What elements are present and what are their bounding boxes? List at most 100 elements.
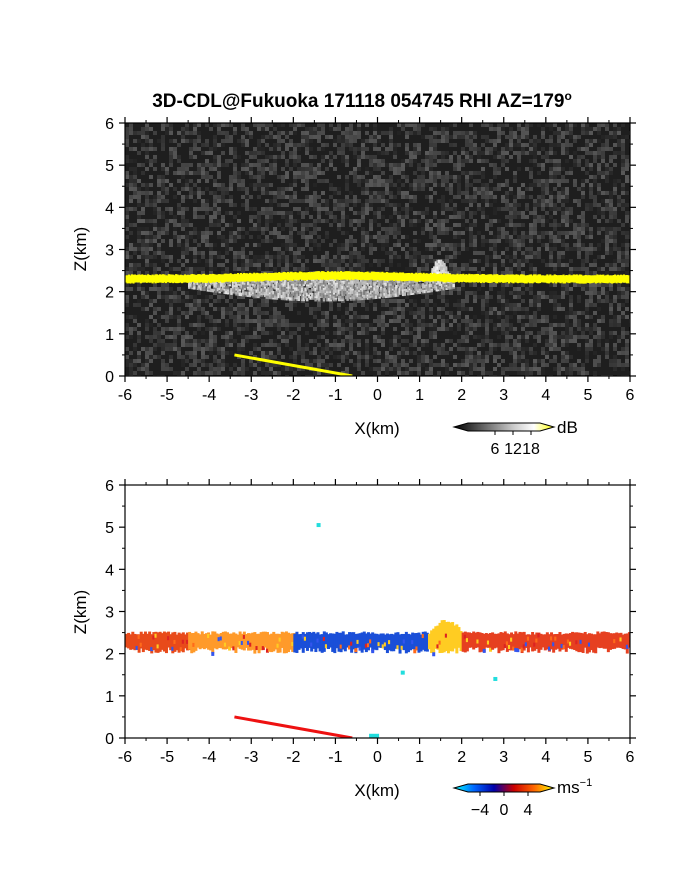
intensity-noise-cell [289,247,293,251]
intensity-noise-cell [265,255,269,259]
intensity-cloud-cell [225,290,228,295]
intensity-noise-cell [397,179,401,183]
intensity-noise-cell [433,183,437,187]
intensity-noise-cell [509,323,513,327]
intensity-noise-cell [141,219,145,223]
intensity-noise-cell [433,323,437,327]
intensity-noise-cell [177,207,181,211]
intensity-noise-cell [509,139,513,143]
intensity-noise-cell [565,283,569,287]
intensity-cloud-cell [262,281,265,286]
intensity-noise-cell [261,147,265,151]
intensity-noise-cell [553,299,557,303]
intensity-noise-cell [321,259,325,263]
intensity-noise-cell [425,303,429,307]
intensity-noise-cell [513,311,517,315]
intensity-noise-cell [513,203,517,207]
intensity-noise-cell [145,367,149,371]
intensity-noise-cell [225,363,229,367]
intensity-noise-cell [257,263,261,267]
intensity-noise-cell [213,367,217,371]
intensity-noise-cell [481,359,485,363]
intensity-noise-cell [129,159,133,163]
intensity-noise-cell [469,215,473,219]
intensity-noise-cell [521,299,525,303]
intensity-noise-cell [345,351,349,355]
intensity-noise-cell [517,303,521,307]
intensity-noise-cell [365,179,369,183]
intensity-noise-cell [361,259,365,263]
intensity-noise-cell [537,307,541,311]
intensity-noise-cell [377,151,381,155]
intensity-noise-cell [189,147,193,151]
intensity-noise-cell [549,223,553,227]
intensity-noise-cell [577,367,581,371]
intensity-cloud-cell [273,279,277,283]
intensity-noise-cell [417,219,421,223]
intensity-noise-cell [601,135,605,139]
intensity-noise-cell [301,323,305,327]
intensity-noise-cell [209,303,213,307]
intensity-noise-cell [293,351,297,355]
intensity-noise-cell [325,263,329,267]
intensity-noise-cell [477,207,481,211]
intensity-noise-cell [349,331,353,335]
intensity-noise-cell [369,299,373,303]
intensity-noise-cell [381,199,385,203]
intensity-noise-cell [237,155,241,159]
intensity-noise-cell [269,183,273,187]
intensity-noise-cell [397,239,401,243]
intensity-noise-cell [557,323,561,327]
intensity-noise-cell [445,299,449,303]
intensity-noise-cell [225,139,229,143]
intensity-noise-cell [469,259,473,263]
intensity-cloud-cell [279,286,282,290]
intensity-noise-cell [305,347,309,351]
intensity-noise-cell [541,167,545,171]
intensity-noise-cell [493,219,497,223]
intensity-cloud-cell [282,283,285,287]
intensity-noise-cell [257,319,261,323]
intensity-noise-cell [485,151,489,155]
intensity-noise-cell [133,327,137,331]
intensity-noise-cell [305,195,309,199]
intensity-noise-cell [525,371,529,375]
intensity-noise-cell [405,347,409,351]
intensity-noise-cell [553,203,557,207]
intensity-noise-cell [433,259,437,263]
intensity-noise-cell [129,247,133,251]
intensity-noise-cell [397,131,401,135]
intensity-noise-cell [221,163,225,167]
intensity-noise-cell [133,303,137,307]
intensity-noise-cell [613,187,617,191]
intensity-noise-cell [301,143,305,147]
intensity-noise-cell [125,247,129,251]
intensity-noise-cell [269,363,273,367]
intensity-noise-cell [525,323,529,327]
intensity-noise-cell [613,135,617,139]
intensity-noise-cell [133,187,137,191]
intensity-noise-cell [617,335,621,339]
intensity-noise-cell [337,323,341,327]
intensity-noise-cell [249,167,253,171]
intensity-noise-cell [613,123,617,127]
intensity-noise-cell [597,227,601,231]
intensity-noise-cell [605,219,609,223]
intensity-noise-cell [449,123,453,127]
intensity-noise-cell [381,207,385,211]
intensity-noise-cell [457,367,461,371]
intensity-noise-cell [601,287,605,291]
intensity-noise-cell [397,143,401,147]
intensity-noise-cell [197,135,201,139]
intensity-noise-cell [405,135,409,139]
intensity-noise-cell [245,151,249,155]
intensity-noise-cell [457,291,461,295]
intensity-noise-cell [589,143,593,147]
intensity-noise-cell [233,235,237,239]
intensity-noise-cell [305,243,309,247]
intensity-noise-cell [325,319,329,323]
intensity-noise-cell [577,323,581,327]
intensity-noise-cell [545,231,549,235]
intensity-noise-cell [461,371,465,375]
intensity-noise-cell [497,335,501,339]
